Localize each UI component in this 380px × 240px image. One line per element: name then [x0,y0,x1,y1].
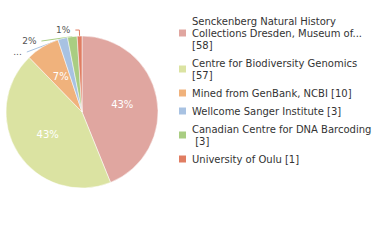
svg-text:Wellcome Sanger Institute [3]: Wellcome Sanger Institute [3] [192,106,341,117]
svg-text:[57]: [57] [192,70,213,81]
svg-text:43%: 43% [37,129,59,140]
svg-text:Senckenberg Natural History: Senckenberg Natural History [192,16,339,27]
svg-text:1%: 1% [56,25,71,35]
svg-text:University of Oulu [1]: University of Oulu [1] [192,154,299,165]
svg-text:[3]: [3] [192,136,209,147]
svg-text:43%: 43% [111,99,133,110]
svg-text:Canadian Centre for DNA Barcod: Canadian Centre for DNA Barcoding [192,124,371,135]
svg-text:Centre for Biodiversity Genomi: Centre for Biodiversity Genomics [192,58,360,69]
svg-text:...: ... [13,47,22,57]
svg-text:2%: 2% [22,36,37,46]
svg-text:[58]: [58] [192,40,213,51]
svg-text:7%: 7% [53,71,69,82]
svg-text:Mined from GenBank, NCBI [10]: Mined from GenBank, NCBI [10] [192,88,352,99]
svg-text:Collections Dresden, Museum of: Collections Dresden, Museum of... [192,28,365,39]
